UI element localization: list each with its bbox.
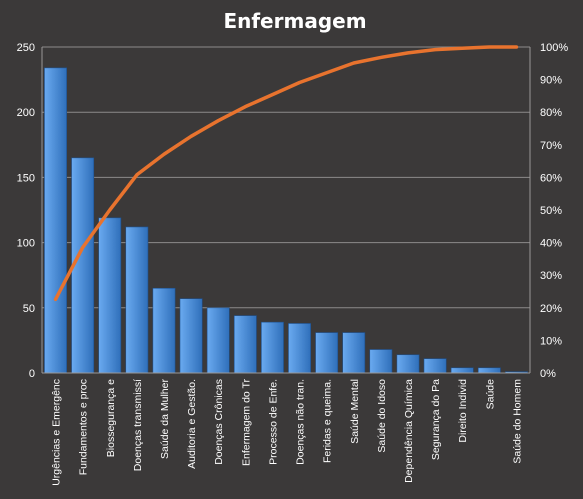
y2-tick-label: 80%	[540, 107, 562, 119]
category-label: Urgências e Emergênc	[51, 379, 63, 486]
category-label: Feridas e queima.	[322, 379, 334, 463]
bar	[233, 315, 257, 374]
y-tick-label: 0	[29, 368, 35, 380]
cumulative-line-series	[53, 45, 519, 302]
category-label: Doenças não tran.	[295, 379, 307, 465]
bar	[369, 349, 393, 374]
bar	[206, 307, 230, 374]
y-tick-label: 50	[23, 303, 35, 315]
y2-tick-label: 90%	[540, 75, 562, 87]
y2-tick-label: 40%	[540, 238, 562, 250]
bar	[396, 354, 420, 374]
bar	[450, 367, 474, 374]
category-label: Saúde do Homem	[511, 379, 523, 464]
bar	[261, 321, 284, 374]
y-tick-label: 150	[17, 172, 35, 184]
category-label: Biossegurança e	[105, 379, 117, 457]
gridlines	[42, 46, 530, 309]
category-label: Dependência Química	[403, 379, 415, 483]
y-tick-label: 100	[17, 238, 35, 250]
bar	[315, 332, 339, 374]
category-label: Doenças Crônicas	[213, 379, 225, 465]
bar	[342, 332, 366, 374]
y2-tick-label: 50%	[540, 205, 562, 217]
category-label: Saúde Mental	[349, 379, 361, 444]
y2-tick-label: 10%	[540, 335, 562, 347]
y2-tick-label: 30%	[540, 270, 562, 282]
bar	[179, 298, 203, 374]
bar	[152, 287, 176, 374]
category-label: Saúde da Mulher	[159, 379, 171, 459]
category-label: Saúde	[484, 379, 496, 410]
axes: 0 50 100 150 200 250 0% 10% 20% 30% 40% 50% 60% 70% 80…	[17, 42, 569, 486]
category-label: Direito Individ	[457, 379, 469, 443]
y-tick-label: 250	[17, 42, 35, 54]
bar	[44, 67, 67, 374]
bar	[98, 217, 122, 374]
cumulative-line	[53, 45, 519, 302]
bar	[477, 367, 501, 374]
y2-tick-label: 0%	[540, 368, 556, 380]
y2-tick-label: 70%	[540, 140, 562, 152]
category-label: Fundamentos e proc	[78, 379, 90, 475]
category-label: Auditoria e Gestão.	[186, 379, 198, 469]
bar	[288, 323, 311, 374]
y2-tick-label: 60%	[540, 172, 562, 184]
y2-tick-label: 20%	[540, 303, 562, 315]
chart-title: Enfermagem	[223, 9, 366, 33]
category-label: Doenças transmissí	[132, 379, 144, 471]
bar	[423, 358, 447, 374]
y2-tick-label: 100%	[540, 42, 568, 54]
bar	[125, 226, 149, 374]
category-label: Enfermagem do Tr	[240, 378, 252, 465]
category-label: Segurança do Pa	[430, 379, 442, 460]
y-tick-label: 200	[17, 107, 35, 119]
category-label: Processo de Enfe.	[267, 379, 279, 465]
category-label: Saúde do Idoso	[376, 379, 388, 453]
bar-series	[44, 67, 528, 374]
